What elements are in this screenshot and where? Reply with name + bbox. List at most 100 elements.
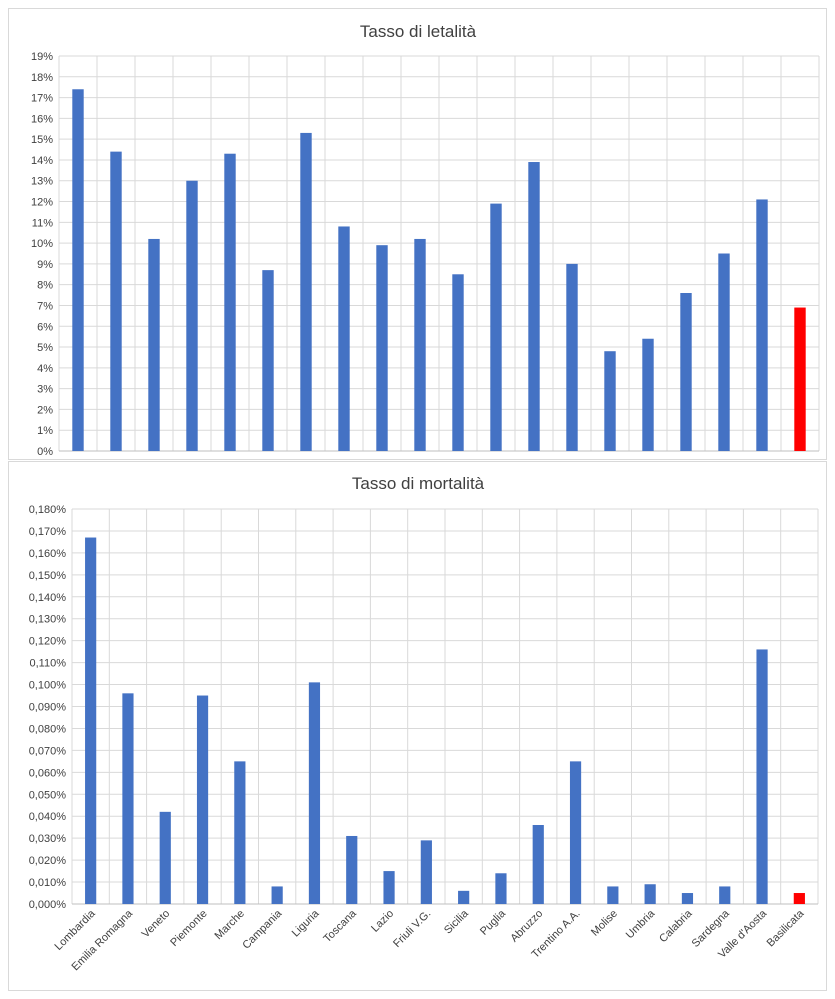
letalita-bar-sardegna (718, 253, 730, 451)
mortalita-ytick-label: 0,000% (29, 899, 67, 911)
mortalita-ytick-label: 0,050% (29, 789, 67, 801)
mortalita-bar-trentino-a-a (569, 761, 582, 904)
letalita-bar-trentino-a-a (566, 263, 578, 451)
letalita-ytick-label: 11% (32, 217, 53, 229)
letalita-bar-marche (224, 153, 236, 452)
letalita-ytick-label: 7% (37, 300, 53, 312)
mortalita-chart: Tasso di mortalità 0,000% 0,010% 0,020% 0,0… (29, 474, 819, 973)
letalita-chart-panel: Tasso di letalità 0% 1% 2% 3% 4% 5% 6% 7% 8% 9% 10… (8, 8, 827, 460)
mortalita-category-label: Abruzzo (508, 908, 545, 945)
mortalita-category-label: Liguria (290, 907, 322, 939)
letalita-bar-basilicata (794, 307, 806, 451)
letalita-bar-puglia (490, 203, 502, 451)
letalita-bar-valle-d-aosta (756, 199, 768, 451)
letalita-bar-toscana (338, 226, 350, 451)
mortalita-category-label: Marche (213, 908, 247, 942)
letalita-ytick-label: 14% (31, 155, 53, 167)
mortalita-bar-molise (607, 886, 619, 904)
mortalita-bar-puglia (495, 873, 507, 904)
mortalita-category-label: Veneto (140, 908, 173, 941)
mortalita-ytick-label: 0,170% (29, 526, 67, 538)
mortalita-ytick-label: 0,040% (29, 811, 67, 823)
mortalita-ytick-label: 0,080% (29, 723, 67, 735)
mortalita-bar-umbria (644, 884, 656, 904)
mortalita-ytick-label: 0,160% (29, 548, 67, 560)
letalita-bar-molise (604, 351, 616, 451)
mortalita-ytick-label: 0,070% (29, 745, 67, 757)
letalita-bar-lombardia (72, 89, 84, 452)
mortalita-ytick-label: 0,090% (29, 702, 67, 714)
mortalita-ytick-label: 0,020% (29, 855, 67, 867)
mortalita-bar-calabria (681, 893, 694, 904)
mortalita-bar-toscana (346, 835, 358, 904)
mortalita-bar-campania (271, 886, 283, 904)
mortalita-ytick-label: 0,140% (29, 592, 67, 604)
letalita-ytick-label: 16% (31, 113, 53, 125)
mortalita-bar-veneto (159, 811, 171, 904)
letalita-ytick-label: 12% (31, 197, 53, 209)
letalita-ytick-label: 10% (31, 238, 53, 250)
mortalita-bar-marche (234, 761, 246, 904)
letalita-ytick-label: 18% (31, 72, 53, 84)
mortalita-category-label: Molise (589, 908, 620, 939)
mortalita-category-label: Calabria (657, 907, 695, 945)
letalita-bar-umbria (642, 338, 654, 451)
letalita-ytick-label: 2% (37, 404, 53, 416)
letalita-ytick-label: 4% (37, 363, 53, 375)
mortalita-category-label: Basilicata (765, 907, 807, 949)
mortalita-category-label: Sicilia (442, 907, 471, 936)
mortalita-category-label: Friuli V.G. (391, 908, 433, 950)
letalita-ytick-label: 9% (37, 259, 53, 271)
mortalita-ytick-label: 0,120% (29, 636, 67, 648)
letalita-chart-title: Tasso di letalità (360, 22, 477, 41)
mortalita-ytick-label: 0,180% (29, 504, 67, 516)
mortalita-ytick-label: 0,150% (29, 570, 67, 582)
mortalita-bar-valle-d-aosta (756, 649, 768, 904)
mortalita-category-label: Puglia (478, 907, 509, 938)
letalita-ytick-label: 5% (37, 342, 53, 354)
letalita-bar-veneto (148, 238, 160, 451)
mortalita-ytick-label: 0,100% (29, 680, 67, 692)
letalita-bar-emilia-romagna (110, 151, 122, 451)
mortalita-bar-emilia-romagna (122, 693, 134, 904)
letalita-chart: Tasso di letalità 0% 1% 2% 3% 4% 5% 6% 7% 8% 9% 10… (31, 22, 820, 458)
letalita-ytick-label: 6% (37, 321, 53, 333)
mortalita-ytick-label: 0,030% (29, 833, 67, 845)
mortalita-bar-friuli-v-g (420, 840, 432, 904)
letalita-bar-friuli-v-g (414, 238, 426, 451)
mortalita-category-label: Umbria (624, 907, 658, 941)
mortalita-bar-lazio (383, 871, 395, 904)
mortalita-ytick-label: 0,110% (30, 658, 67, 670)
mortalita-ytick-label: 0,010% (29, 877, 67, 889)
letalita-bar-piemonte (186, 180, 198, 451)
letalita-ytick-label: 13% (31, 176, 53, 188)
mortalita-category-label: Campania (240, 907, 285, 952)
letalita-bar-liguria (300, 132, 312, 451)
letalita-bar-lazio (376, 245, 388, 451)
letalita-ytick-label: 0% (37, 446, 53, 458)
letalita-bar-sicilia (452, 274, 464, 451)
letalita-ytick-label: 1% (37, 425, 53, 437)
letalita-ytick-label: 15% (31, 134, 53, 146)
letalita-bar-campania (262, 270, 274, 451)
mortalita-ytick-label: 0,060% (29, 767, 67, 779)
letalita-ytick-label: 17% (31, 93, 53, 105)
mortalita-bar-abruzzo (532, 825, 544, 904)
letalita-ytick-label: 8% (37, 280, 53, 292)
mortalita-category-label: Piemonte (168, 908, 209, 949)
letalita-bar-calabria (680, 293, 692, 451)
mortalita-bar-sardegna (719, 886, 731, 904)
mortalita-bar-piemonte (196, 695, 209, 904)
mortalita-ytick-label: 0,130% (29, 614, 67, 626)
mortalita-category-label: Lazio (369, 908, 396, 935)
mortalita-bar-liguria (308, 682, 321, 904)
letalita-ytick-label: 19% (31, 51, 53, 63)
letalita-bar-abruzzo (528, 162, 540, 452)
mortalita-bar-sicilia (458, 890, 470, 904)
letalita-ytick-label: 3% (37, 384, 53, 396)
mortalita-bar-basilicata (793, 893, 805, 904)
mortalita-bar-lombardia (85, 537, 97, 904)
mortalita-chart-panel: Tasso di mortalità 0,000% 0,010% 0,020% 0,0… (8, 461, 827, 991)
mortalita-category-label: Toscana (321, 907, 359, 945)
mortalita-chart-title: Tasso di mortalità (352, 474, 485, 493)
